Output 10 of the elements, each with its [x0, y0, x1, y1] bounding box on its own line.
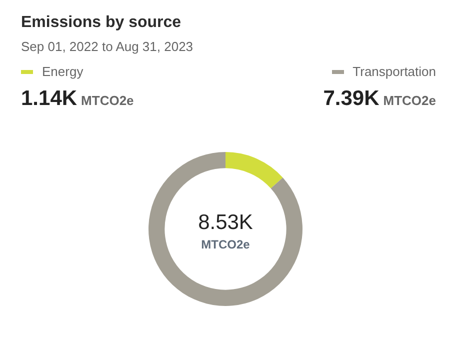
data-label: 1.14K [21, 87, 78, 110]
data-label: 7.39K [323, 87, 380, 110]
chart-title: Emissions by source [21, 14, 182, 32]
text: MTCO2e [81, 93, 134, 108]
legend-label: Transportation [352, 64, 436, 79]
legend-label: Energy [42, 64, 84, 79]
text: MTCO2e [201, 237, 250, 252]
text: 8.53K [198, 210, 253, 234]
text: MTCO2e [383, 93, 436, 108]
chart-subtitle: Sep 01, 2022 to Aug 31, 2023 [21, 39, 194, 54]
